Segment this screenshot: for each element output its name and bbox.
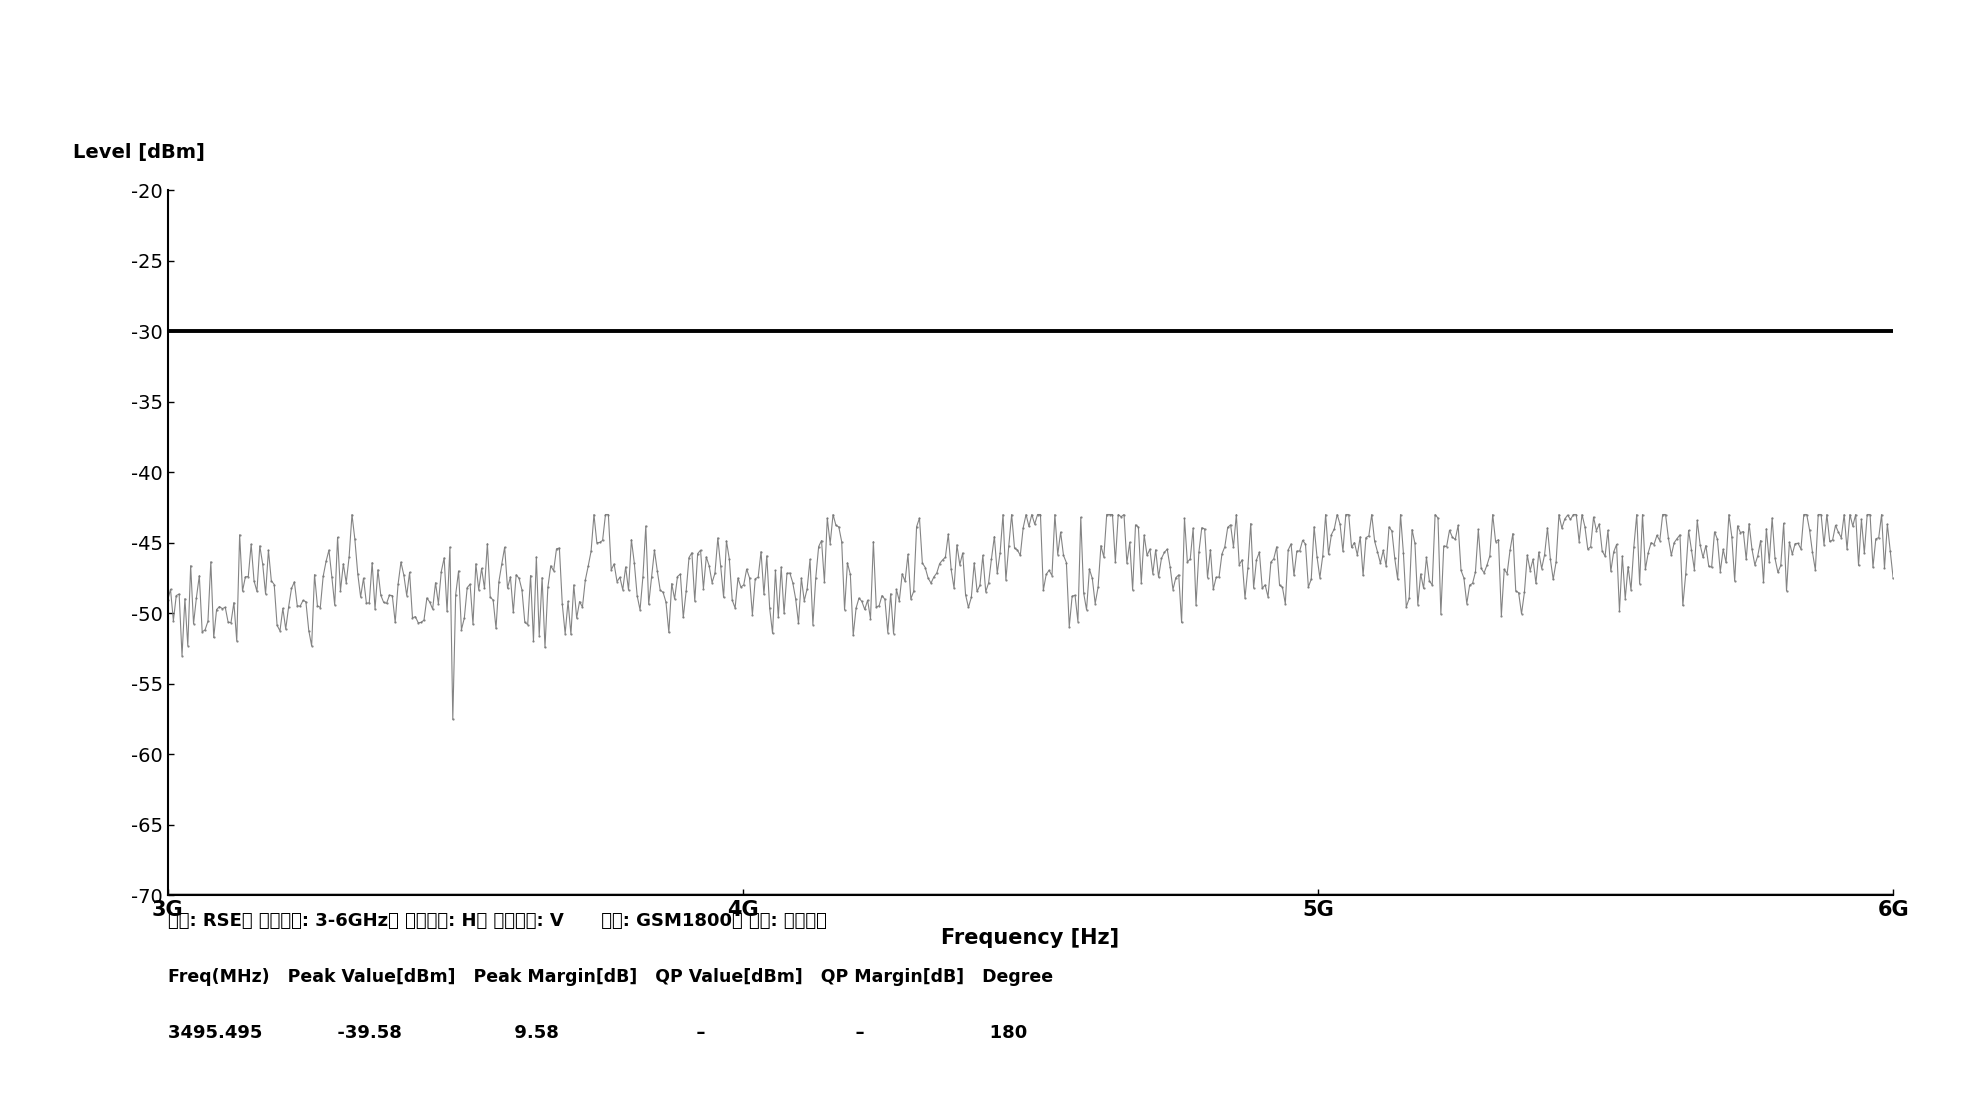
Text: 3495.495            -39.58                  9.58                      –         : 3495.495 -39.58 9.58 –: [168, 1024, 1027, 1042]
Text: 项目: RSE， 测量频段: 3-6GHz， 手机摇放: H， 天线极化: V      制式: GSM1800， 状态: 专用模式: 项目: RSE， 测量频段: 3-6GHz， 手机摇放: H， 天线极化: V …: [168, 912, 826, 930]
X-axis label: Frequency [Hz]: Frequency [Hz]: [941, 929, 1120, 949]
Text: Level [dBm]: Level [dBm]: [73, 143, 205, 162]
Text: Freq(MHz)   Peak Value[dBm]   Peak Margin[dB]   QP Value[dBm]   QP Margin[dB]   : Freq(MHz) Peak Value[dBm] Peak Margin[dB…: [168, 968, 1053, 986]
